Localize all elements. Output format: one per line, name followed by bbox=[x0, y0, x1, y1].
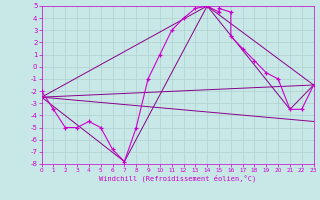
X-axis label: Windchill (Refroidissement éolien,°C): Windchill (Refroidissement éolien,°C) bbox=[99, 175, 256, 182]
